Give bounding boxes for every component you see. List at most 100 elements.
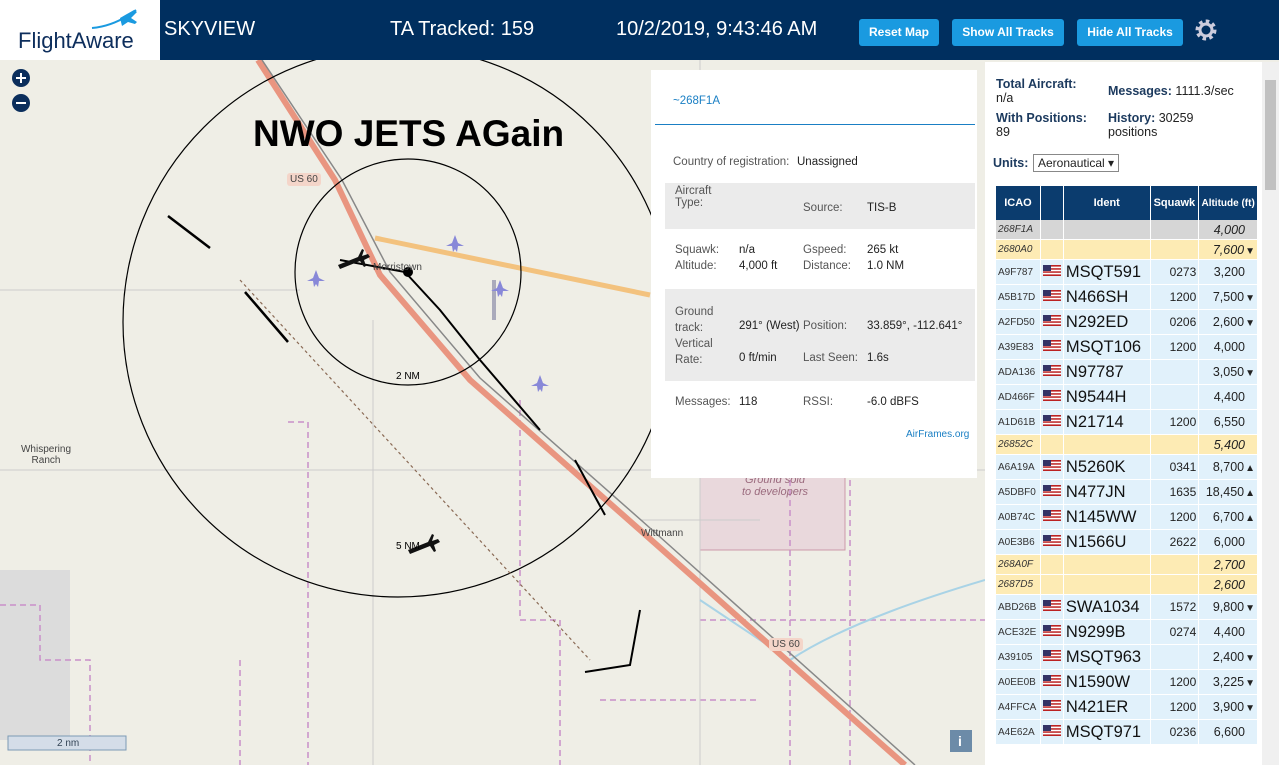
section xyxy=(665,289,975,381)
aircraft-row[interactable]: 2687D5 2,600 xyxy=(996,575,1258,595)
field-value: TIS-B xyxy=(867,202,897,214)
aircraft-id[interactable]: ~268F1A xyxy=(673,95,720,107)
icao: 2687D5 xyxy=(998,579,1034,590)
stat-label: With Positions: xyxy=(996,111,1087,125)
aircraft-row[interactable]: A4FFCA N421ER 1200 3,900▼ xyxy=(996,695,1258,720)
flag-cell xyxy=(1040,575,1064,595)
stat: Messages: 1111.3/sec xyxy=(1108,84,1234,98)
icao: A2FD50 xyxy=(998,316,1035,328)
altitude-cell: 6,550 xyxy=(1199,410,1258,435)
header: FlightAware SKYVIEW TA Tracked: 159 10/2… xyxy=(0,0,1279,60)
logo[interactable]: FlightAware xyxy=(0,0,160,60)
icao-cell: 2680A0 xyxy=(996,240,1041,260)
squawk: 0206 xyxy=(1169,315,1197,329)
info-button[interactable]: i xyxy=(958,733,962,749)
aircraft-row[interactable]: 26852C 5,400 xyxy=(996,435,1258,455)
squawk-cell xyxy=(1150,575,1200,595)
aircraft-row[interactable]: A0EE0B N1590W 1200 3,225▼ xyxy=(996,670,1258,695)
squawk-cell: 0236 xyxy=(1150,720,1200,745)
aircraft-row[interactable]: A39E83 MSQT106 1200 4,000 xyxy=(996,335,1258,360)
squawk-cell: 0206 xyxy=(1150,310,1200,335)
flag-cell xyxy=(1040,310,1064,335)
aircraft-row[interactable]: A9F787 MSQT591 0273 3,200 xyxy=(996,260,1258,285)
icao-cell: A6A19A xyxy=(996,455,1041,480)
squawk-cell xyxy=(1150,240,1200,260)
show-tracks-button[interactable]: Show All Tracks xyxy=(952,19,1064,46)
field-label: Messages: xyxy=(675,396,731,408)
altitude: 5,400 xyxy=(1213,437,1245,452)
icao-cell: A39E83 xyxy=(996,335,1041,360)
settings-icon[interactable] xyxy=(1194,18,1218,42)
squawk: 1572 xyxy=(1169,600,1197,614)
altitude: 3,200 xyxy=(1213,265,1245,279)
flag-cell xyxy=(1040,555,1064,575)
aircraft-row[interactable]: AD466F N9544H 4,400 xyxy=(996,385,1258,410)
squawk-cell xyxy=(1150,555,1200,575)
altitude-cell: 2,600▼ xyxy=(1199,310,1258,335)
squawk-cell xyxy=(1150,220,1200,240)
reset-map-button[interactable]: Reset Map xyxy=(859,19,939,46)
flag-cell xyxy=(1040,435,1064,455)
altitude: 18,450 xyxy=(1205,485,1245,499)
aircraft-row[interactable]: ADA136 N97787 3,050▼ xyxy=(996,360,1258,385)
aircraft-row[interactable]: ABD26B SWA1034 1572 9,800▼ xyxy=(996,595,1258,620)
aircraft-row[interactable]: A0E3B6 N1566U 2622 6,000 xyxy=(996,530,1258,555)
altitude: 6,550 xyxy=(1213,415,1245,429)
altitude: 4,400 xyxy=(1213,625,1245,639)
aircraft-row[interactable]: A6A19A N5260K 0341 8,700▲ xyxy=(996,455,1258,480)
scroll-thumb[interactable] xyxy=(1265,80,1276,190)
aircraft-row[interactable]: A1D61B N21714 1200 6,550 xyxy=(996,410,1258,435)
ident-cell: N5260K xyxy=(1063,455,1151,480)
aircraft-row[interactable]: 268A0F 2,700 xyxy=(996,555,1258,575)
flag-cell xyxy=(1040,480,1064,505)
icao-cell: A39105 xyxy=(996,645,1041,670)
ident-cell: N1566U xyxy=(1063,530,1151,555)
icao: A0E3B6 xyxy=(998,536,1035,548)
ident-cell xyxy=(1063,435,1151,455)
ident: N21714 xyxy=(1065,412,1124,431)
icao: 26852C xyxy=(998,439,1034,450)
aircraft-row[interactable]: A5DBF0 N477JN 1635 18,450▲ xyxy=(996,480,1258,505)
flag xyxy=(1042,600,1061,611)
stat-label: History: xyxy=(1108,111,1156,125)
squawk-cell xyxy=(1150,385,1200,410)
hide-tracks-button[interactable]: Hide All Tracks xyxy=(1077,19,1183,46)
field-value: 291° (West) xyxy=(739,320,800,332)
trend: ▼ xyxy=(1245,678,1255,689)
icao-cell: A0B74C xyxy=(996,505,1041,530)
aircraft-row[interactable]: 268F1A 4,000 xyxy=(996,220,1258,240)
ident-cell: MSQT591 xyxy=(1063,260,1151,285)
altitude-cell: 3,225▼ xyxy=(1199,670,1258,695)
flag-cell xyxy=(1040,720,1064,745)
airframes-link[interactable]: AirFrames.org xyxy=(906,429,970,440)
aircraft-row[interactable]: A0B74C N145WW 1200 6,700▲ xyxy=(996,505,1258,530)
field-value: 1.6s xyxy=(867,352,889,364)
altitude: 4,400 xyxy=(1213,390,1245,404)
aircraft-row[interactable]: A5B17D N466SH 1200 7,500▼ xyxy=(996,285,1258,310)
units-select[interactable]: Aeronautical ▾ xyxy=(1033,154,1120,172)
range-ring-label: 2 NM xyxy=(396,371,420,382)
column-header[interactable]: ICAO xyxy=(996,186,1041,220)
icao: A4E62A xyxy=(998,726,1035,738)
stat: Total Aircraft: n/a xyxy=(996,77,1101,105)
column-header[interactable]: Altitude (ft) xyxy=(1199,186,1258,220)
column-header[interactable]: Ident xyxy=(1063,186,1151,220)
squawk: 1200 xyxy=(1169,340,1197,354)
aircraft-row[interactable]: A39105 MSQT963 2,400▼ xyxy=(996,645,1258,670)
altitude: 4,000 xyxy=(1213,340,1245,354)
icao: A9F787 xyxy=(998,266,1034,278)
road-label: US 60 xyxy=(769,638,803,651)
scrollbar[interactable] xyxy=(1262,62,1279,765)
flag xyxy=(1042,415,1061,426)
altitude: 2,400 xyxy=(1212,650,1245,664)
icao: AD466F xyxy=(998,391,1035,403)
icao: A6A19A xyxy=(998,461,1035,473)
aircraft-row[interactable]: A4E62A MSQT971 0236 6,600 xyxy=(996,720,1258,745)
icao-cell: A1D61B xyxy=(996,410,1041,435)
column-header[interactable]: Squawk xyxy=(1150,186,1200,220)
aircraft-row[interactable]: A2FD50 N292ED 0206 2,600▼ xyxy=(996,310,1258,335)
aircraft-row[interactable]: 2680A0 7,600▼ xyxy=(996,240,1258,260)
aircraft-row[interactable]: ACE32E N9299B 0274 4,400 xyxy=(996,620,1258,645)
altitude-cell: 6,600 xyxy=(1199,720,1258,745)
